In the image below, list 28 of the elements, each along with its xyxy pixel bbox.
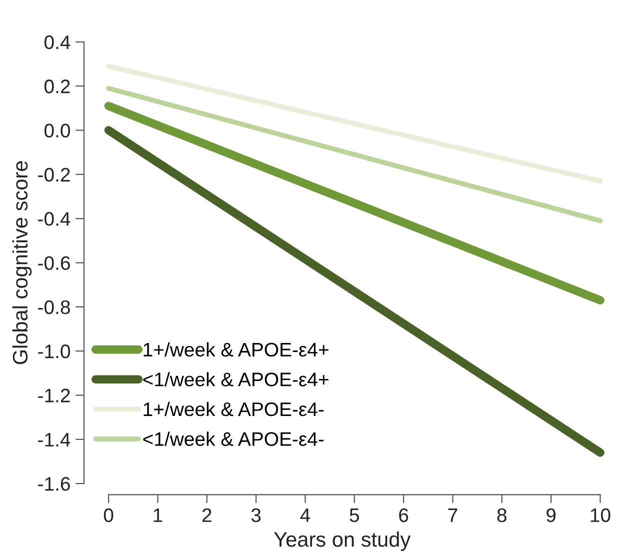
y-tick-label: -0.2 xyxy=(38,168,70,182)
x-tick-label: 5 xyxy=(350,508,359,522)
x-tick-label: 2 xyxy=(202,508,212,522)
x-tick-label: 9 xyxy=(546,508,556,522)
y-tick-label: -1.4 xyxy=(38,433,70,446)
x-tick-label: 4 xyxy=(300,508,310,522)
x-tick-label: 6 xyxy=(399,508,408,522)
y-axis-title: Global cognitive score xyxy=(12,161,32,364)
legend-label: <1/week & APOE-ε4- xyxy=(143,432,324,446)
y-tick-label: 0.4 xyxy=(44,35,70,50)
x-tick-label: 10 xyxy=(590,508,610,522)
y-tick-label: -0.6 xyxy=(38,256,70,270)
y-tick-label: -1.6 xyxy=(38,477,70,491)
x-tick-label: 1 xyxy=(154,508,162,522)
legend-label: <1/week & APOE-ε4+ xyxy=(143,372,328,386)
x-axis-title: Years on study xyxy=(274,532,411,551)
x-tick-label: 0 xyxy=(104,508,114,522)
y-tick-label: -0.8 xyxy=(38,300,70,314)
y-tick-label: 0.2 xyxy=(44,80,70,94)
y-tick-label: -1.2 xyxy=(38,388,70,402)
x-tick-label: 8 xyxy=(497,508,506,522)
y-tick-label: 0.0 xyxy=(44,124,70,138)
x-tick-label: 3 xyxy=(251,508,261,522)
y-tick-label: -0.4 xyxy=(38,212,70,226)
x-tick-label: 7 xyxy=(448,508,458,522)
legend-label: 1+/week & APOE-ε4+ xyxy=(144,342,328,357)
legend-label: 1+/week & APOE-ε4- xyxy=(144,402,324,416)
y-tick-label: -1.0 xyxy=(38,344,70,358)
